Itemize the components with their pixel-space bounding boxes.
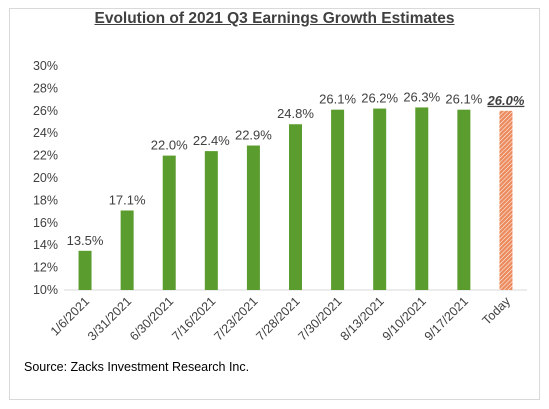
y-tick-label: 16% <box>33 216 58 230</box>
y-tick-label: 10% <box>33 283 58 297</box>
data-label: 26.0% <box>487 93 525 108</box>
chart-frame <box>9 8 540 400</box>
bar <box>246 145 260 290</box>
bar <box>289 124 302 291</box>
y-tick-label: 18% <box>33 193 58 207</box>
data-label: 26.2% <box>361 91 398 106</box>
data-label: 17.1% <box>109 192 146 207</box>
y-tick-label: 20% <box>33 171 58 185</box>
bar <box>373 108 387 290</box>
data-label: 22.0% <box>151 138 188 153</box>
data-label: 22.9% <box>235 128 272 143</box>
data-label: 26.1% <box>319 92 356 107</box>
x-tick-label: 7/23/2021 <box>211 294 260 343</box>
y-tick-label: 26% <box>33 104 58 118</box>
bar <box>120 210 134 290</box>
x-tick-label: 7/16/2021 <box>169 294 218 343</box>
y-tick-label: 30% <box>33 59 58 73</box>
data-label: 13.5% <box>67 233 104 248</box>
y-tick-label: 24% <box>33 126 58 140</box>
bar <box>162 155 176 290</box>
bar <box>78 250 92 290</box>
data-label: 22.4% <box>193 133 230 148</box>
data-label: 26.3% <box>403 89 440 104</box>
x-tick-label: 7/30/2021 <box>295 294 344 343</box>
y-tick-label: 28% <box>33 81 58 95</box>
chart-title: Evolution of 2021 Q3 Earnings Growth Est… <box>94 10 455 27</box>
bar <box>331 109 345 291</box>
x-tick-label: 9/17/2021 <box>422 294 471 343</box>
x-tick-label: 6/30/2021 <box>127 294 176 343</box>
x-tick-label: Today <box>480 294 514 328</box>
x-tick-label: 7/28/2021 <box>253 294 302 343</box>
bar <box>457 109 471 291</box>
source-note: Source: Zacks Investment Research Inc. <box>24 360 250 374</box>
x-tick-label: 9/10/2021 <box>380 294 429 343</box>
y-tick-label: 22% <box>33 149 58 163</box>
y-tick-label: 12% <box>33 261 58 275</box>
data-label: 26.1% <box>445 92 482 107</box>
bar-highlight <box>499 110 513 290</box>
x-tick-label: 3/31/2021 <box>85 294 134 343</box>
bar <box>415 107 429 290</box>
data-label: 24.8% <box>277 106 314 121</box>
bar <box>204 151 218 290</box>
y-tick-label: 14% <box>33 238 58 252</box>
x-tick-label: 8/13/2021 <box>338 294 387 343</box>
